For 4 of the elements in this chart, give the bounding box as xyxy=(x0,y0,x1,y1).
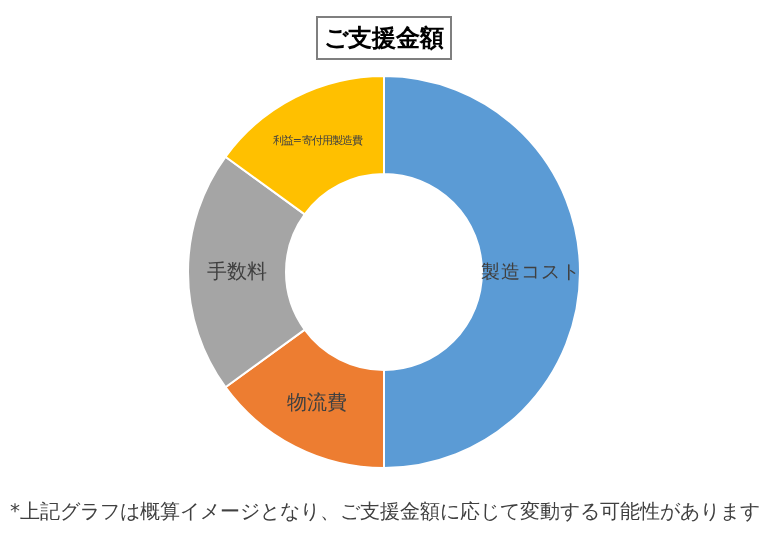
slice-label: 手数料 xyxy=(207,260,267,284)
text: *上記グラフは概算イメージとなり、ご支援金額に応じて変動する可能性があります xyxy=(10,500,760,524)
slice-label: 物流費 xyxy=(287,390,348,415)
chart-title: ご支援金額 xyxy=(324,24,444,52)
